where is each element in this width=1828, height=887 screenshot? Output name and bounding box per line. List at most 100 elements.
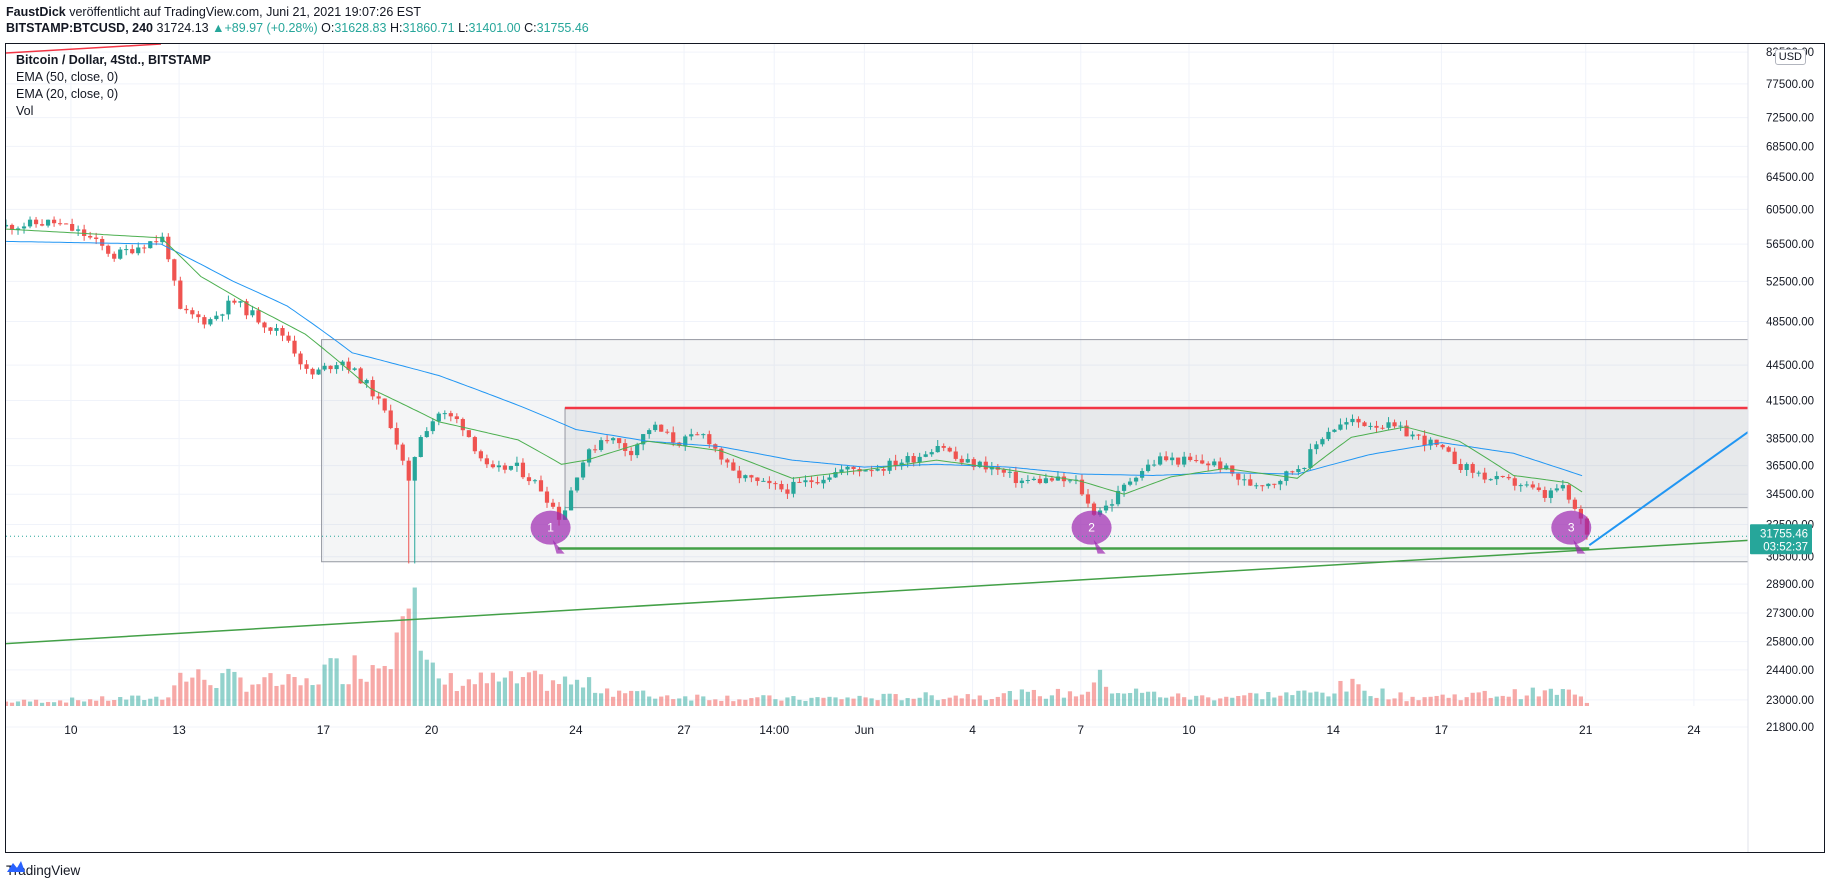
volume-bar (929, 695, 934, 706)
volume-bar (106, 700, 111, 706)
close-label: C: (524, 21, 537, 35)
last-price-badge-value: 31755.46 (1760, 528, 1808, 540)
candle-body (731, 462, 736, 471)
candle-countdown: 03:52:37 (1763, 541, 1808, 553)
candle-body (791, 481, 796, 494)
candle-body (1434, 439, 1439, 445)
candle-body (39, 224, 45, 226)
price-tick-label: 77500.00 (1766, 79, 1814, 91)
candle-body (965, 459, 970, 463)
candle-body (256, 310, 261, 323)
author-name[interactable]: FaustDick (6, 5, 66, 19)
volume-bar (1542, 690, 1547, 706)
legend-volume[interactable]: Vol (16, 104, 34, 118)
volume-bar (1109, 693, 1115, 706)
candle-body (238, 301, 243, 303)
volume-bar (442, 684, 447, 706)
volume-bar (1494, 696, 1499, 706)
candle-body (1085, 494, 1091, 504)
volume-bar (412, 587, 417, 706)
candle-body (508, 466, 514, 470)
candle-body (611, 438, 616, 441)
candle-body (1182, 456, 1187, 465)
volume-bar (1296, 690, 1301, 706)
candle-body (412, 456, 417, 481)
candle-body (550, 502, 556, 507)
candle-body (719, 448, 724, 460)
volume-bar (671, 699, 676, 706)
currency-badge[interactable]: USD (1774, 49, 1806, 65)
volume-bar (971, 699, 976, 706)
legend-title-text: Bitcoin / Dollar, 4Std., BITSTAMP (16, 53, 211, 67)
volume-bar (310, 685, 315, 706)
candle-body (514, 462, 520, 467)
volume-bar (142, 700, 147, 706)
volume-bar (713, 699, 718, 706)
volume-bar (364, 681, 369, 706)
volume-bar (839, 699, 844, 706)
price-tick-label: 38500.00 (1766, 434, 1814, 446)
candle-body (911, 456, 916, 463)
volume-bar (124, 699, 129, 706)
candle-body (1127, 481, 1133, 485)
price-chart[interactable]: 12382500.0077500.0072500.0068500.0064500… (6, 44, 1824, 852)
volume-bar (1536, 696, 1541, 706)
candle-body (1488, 479, 1493, 481)
volume-bar (635, 691, 640, 706)
volume-bar (863, 697, 868, 706)
footer-brand[interactable]: TradingView (6, 859, 80, 881)
candle-body (845, 466, 850, 470)
volume-bar (1115, 693, 1121, 706)
volume-bar (773, 699, 778, 706)
candle-body (971, 459, 976, 468)
volume-bar (899, 700, 904, 706)
chart-area[interactable]: 12382500.0077500.0072500.0068500.0064500… (5, 43, 1825, 853)
candle-body (1200, 460, 1205, 464)
candle-body (605, 440, 610, 442)
legend-ema50[interactable]: EMA (50, close, 0) (16, 70, 119, 84)
candle-body (76, 229, 81, 231)
volume-bar (1398, 692, 1403, 706)
volume-bar (1380, 688, 1385, 706)
candle-body (935, 445, 940, 453)
close-value: 31755.46 (536, 21, 589, 35)
volume-bar (611, 696, 616, 706)
candle-body (1524, 484, 1529, 486)
price-tick-label: 28900.00 (1766, 579, 1814, 591)
candle-body (977, 461, 982, 468)
ascending-trendline (6, 539, 1749, 645)
candle-body (665, 431, 670, 433)
volume-bar (316, 684, 321, 706)
volume-bar (653, 698, 658, 706)
volume-bar (875, 700, 880, 706)
legend-ema20[interactable]: EMA (20, close, 0) (16, 87, 119, 101)
candle-body (1043, 478, 1049, 484)
volume-bar (1572, 694, 1577, 706)
volume-bar (881, 693, 886, 706)
volume-bar (1152, 691, 1157, 706)
volume-bar (917, 697, 922, 706)
candle-body (208, 319, 213, 325)
candle-body (520, 462, 526, 478)
time-tick-label: 4 (969, 723, 976, 737)
candle-body (1392, 422, 1397, 427)
volume-bar (1512, 689, 1517, 706)
candle-body (803, 480, 808, 483)
volume-bar (923, 692, 928, 706)
price-tick-label: 41500.00 (1766, 396, 1814, 408)
volume-bar (821, 697, 826, 706)
candle-body (502, 465, 508, 470)
volume-bar (761, 695, 766, 706)
volume-bar (502, 677, 508, 706)
pivot-marker-pointer (1093, 539, 1106, 554)
candle-body (1380, 427, 1385, 429)
candle-body (1326, 431, 1331, 440)
pivot-marker-label: 2 (1088, 521, 1095, 535)
volume-bar (1368, 696, 1373, 706)
volume-bar (1230, 697, 1235, 706)
volume-bar (112, 700, 117, 706)
volume-bar (1476, 692, 1481, 706)
volume-bar (1548, 688, 1553, 706)
candle-body (1344, 422, 1349, 425)
volume-bar (1043, 698, 1049, 706)
